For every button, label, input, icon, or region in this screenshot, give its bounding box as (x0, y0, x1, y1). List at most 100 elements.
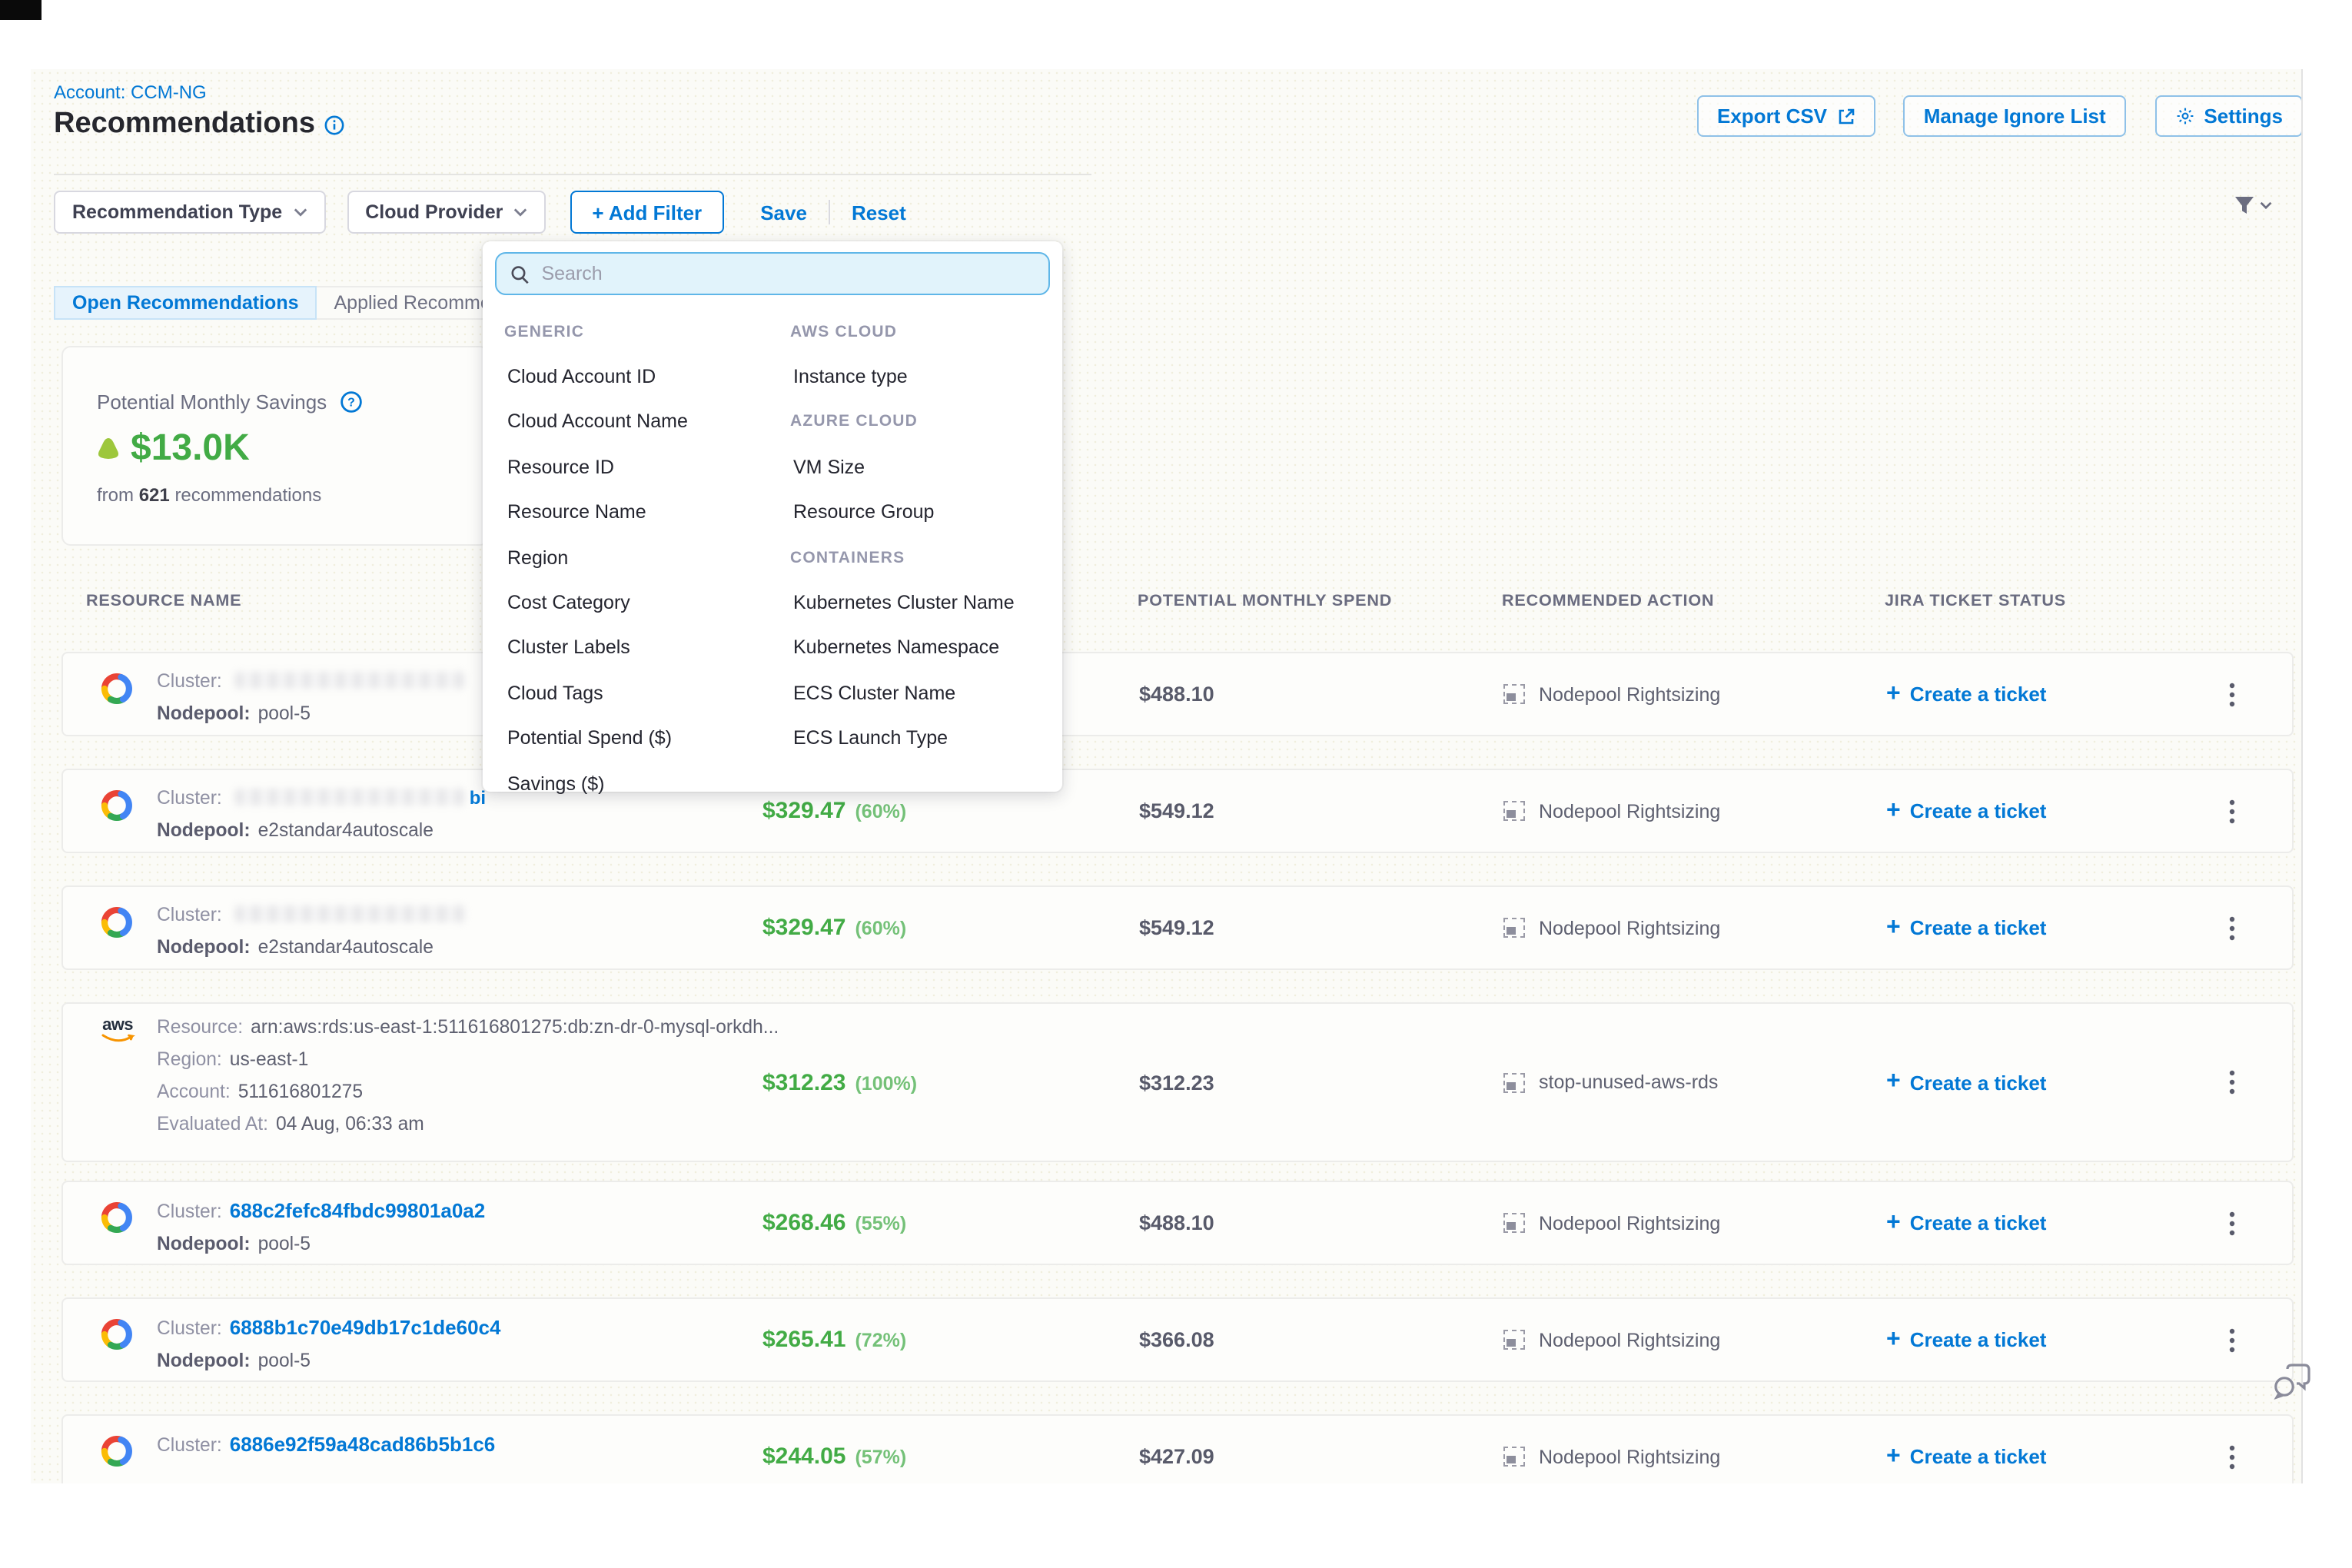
resource-lines: Cluster:688c2fefc84fbdc99801a0a2Nodepool… (157, 1194, 485, 1264)
create-ticket-label: Create a ticket (1910, 1328, 2047, 1351)
add-filter-button[interactable]: + Add Filter (570, 191, 723, 234)
resource-label: Nodepool: (157, 1350, 251, 1371)
savings-value: $244.05 (762, 1443, 845, 1470)
potential-spend-cell: $488.10 (1139, 683, 1503, 706)
info-icon[interactable] (324, 115, 344, 135)
create-ticket-label: Create a ticket (1910, 916, 2047, 939)
filter-option[interactable]: Kubernetes Cluster Name (790, 580, 1047, 626)
resource-value: e2standar4autoscale (258, 819, 434, 841)
create-ticket-link[interactable]: + Create a ticket (1886, 1071, 2169, 1094)
savings-percent: (72%) (855, 1330, 906, 1351)
tab-open-recommendations[interactable]: Open Recommendations (54, 286, 317, 320)
filter-bar: Recommendation Type Cloud Provider + Add… (54, 191, 906, 234)
resource-line: Cluster: (157, 666, 470, 698)
recommended-action-cell: Nodepool Rightsizing (1503, 1329, 1886, 1350)
filter-option[interactable]: Cloud Account Name (504, 400, 790, 445)
row-menu-kebab[interactable] (2169, 1211, 2295, 1235)
filter-option[interactable]: Savings ($) (504, 761, 790, 806)
resource-label: Nodepool: (157, 703, 251, 724)
action-image-placeholder-icon (1503, 1447, 1525, 1467)
filter-option[interactable]: Resource Name (504, 490, 790, 535)
create-ticket-label: Create a ticket (1910, 1445, 2047, 1468)
cluster-link[interactable]: 688c2fefc84fbdc99801a0a2 (230, 1199, 486, 1222)
resource-line: Nodepool: e2standar4autoscale (157, 932, 470, 964)
filter-panel-toggle[interactable] (2234, 195, 2272, 215)
savings-value: $268.46 (762, 1210, 845, 1236)
cluster-link[interactable]: 6888b1c70e49db17c1de60c4 (230, 1316, 501, 1339)
add-filter-label: + Add Filter (592, 201, 702, 224)
monthly-savings-cell: $268.46 (55%) (762, 1210, 1139, 1236)
resource-label: Resource: (157, 1016, 243, 1038)
filter-option[interactable]: Instance type (790, 354, 1047, 400)
filter-section-header: CONTAINERS (790, 535, 1047, 580)
filter-option[interactable]: Cloud Tags (504, 670, 790, 716)
savings-count: 621 (139, 484, 170, 506)
filter-option[interactable]: Resource Group (790, 490, 1047, 535)
filter-option[interactable]: ECS Cluster Name (790, 670, 1047, 716)
cluster-link-fragment: bi (470, 787, 486, 809)
table-row: aws Cluster:biNodepool:e2standar4autosca… (61, 769, 2294, 853)
monthly-savings-cell: $312.23 (100%) (762, 1069, 1139, 1095)
resource-cell: aws Cluster:6888b1c70e49db17c1de60c4Node… (63, 1299, 762, 1380)
save-filter-button[interactable]: Save (760, 201, 807, 224)
main-panel: Account: CCM-NG Recommendations Export C… (31, 69, 2303, 1483)
chevron-down-icon (513, 208, 527, 217)
cloud-provider-filter[interactable]: Cloud Provider (347, 191, 546, 234)
row-menu-kebab[interactable] (2169, 682, 2295, 706)
funnel-icon (2234, 195, 2255, 215)
filter-option[interactable]: Region (504, 535, 790, 580)
potential-spend-cell: $549.12 (1139, 916, 1503, 939)
svg-text:?: ? (347, 397, 354, 410)
row-menu-kebab[interactable] (2169, 799, 2295, 823)
recommendation-type-filter[interactable]: Recommendation Type (54, 191, 325, 234)
create-ticket-link[interactable]: + Create a ticket (1886, 683, 2169, 706)
row-menu-kebab[interactable] (2169, 1327, 2295, 1352)
filter-option[interactable]: Cloud Account ID (504, 354, 790, 400)
resource-line: Evaluated At:04 Aug, 06:33 am (157, 1108, 779, 1141)
create-ticket-link[interactable]: + Create a ticket (1886, 1211, 2169, 1234)
cluster-link[interactable]: 6886e92f59a48cad86b5b1c6 (230, 1433, 496, 1456)
settings-button[interactable]: Settings (2154, 95, 2303, 137)
export-csv-button[interactable]: Export CSV (1697, 95, 1875, 137)
screen-corner-artifact (0, 0, 42, 20)
monthly-savings-cell: $329.47 (60%) (762, 915, 1139, 941)
resource-value: e2standar4autoscale (258, 936, 434, 958)
potential-spend-cell: $488.10 (1139, 1211, 1503, 1234)
aws-cloud-icon: aws (98, 1012, 137, 1161)
filter-option[interactable]: Cluster Labels (504, 625, 790, 670)
resource-label: Cluster: (157, 1317, 222, 1339)
resource-cell: aws Cluster:6886e92f59a48cad86b5b1c6 (63, 1416, 762, 1483)
filter-option[interactable]: Cost Category (504, 580, 790, 626)
reset-filter-button[interactable]: Reset (852, 201, 906, 224)
row-menu-kebab[interactable] (2169, 1070, 2295, 1095)
chat-support-icon[interactable] (2272, 1362, 2314, 1402)
redacted-cluster-name (236, 673, 467, 689)
table-row: aws Resource:arn:aws:rds:us-east-1:51161… (61, 1002, 2294, 1162)
filter-option[interactable]: ECS Launch Type (790, 716, 1047, 761)
resource-label: Nodepool: (157, 936, 251, 958)
action-label: Nodepool Rightsizing (1539, 1212, 1720, 1234)
filter-option[interactable]: Kubernetes Namespace (790, 625, 1047, 670)
row-menu-kebab[interactable] (2169, 915, 2295, 940)
create-ticket-link[interactable]: + Create a ticket (1886, 1445, 2169, 1468)
row-menu-kebab[interactable] (2169, 1444, 2295, 1469)
resource-cell: aws Resource:arn:aws:rds:us-east-1:51161… (63, 1004, 762, 1161)
gear-icon (2174, 106, 2194, 126)
filter-option[interactable]: Potential Spend ($) (504, 716, 790, 761)
search-input[interactable] (541, 263, 1035, 284)
account-breadcrumb[interactable]: Account: CCM-NG (54, 81, 207, 103)
dropdown-search[interactable] (495, 252, 1050, 295)
create-ticket-link[interactable]: + Create a ticket (1886, 1328, 2169, 1351)
action-image-placeholder-icon (1503, 1072, 1525, 1092)
manage-ignore-list-button[interactable]: Manage Ignore List (1904, 95, 2126, 137)
filter-option[interactable]: VM Size (790, 444, 1047, 490)
resource-cell: aws Cluster:688c2fefc84fbdc99801a0a2Node… (63, 1182, 762, 1264)
resource-value: us-east-1 (230, 1048, 309, 1070)
create-ticket-link[interactable]: + Create a ticket (1886, 916, 2169, 939)
money-icon (94, 435, 123, 463)
help-icon[interactable]: ? (339, 390, 362, 414)
recommended-action-cell: Nodepool Rightsizing (1503, 917, 1886, 938)
filter-option[interactable]: Resource ID (504, 444, 790, 490)
create-ticket-link[interactable]: + Create a ticket (1886, 799, 2169, 822)
resource-line: Cluster:bi (157, 782, 486, 815)
